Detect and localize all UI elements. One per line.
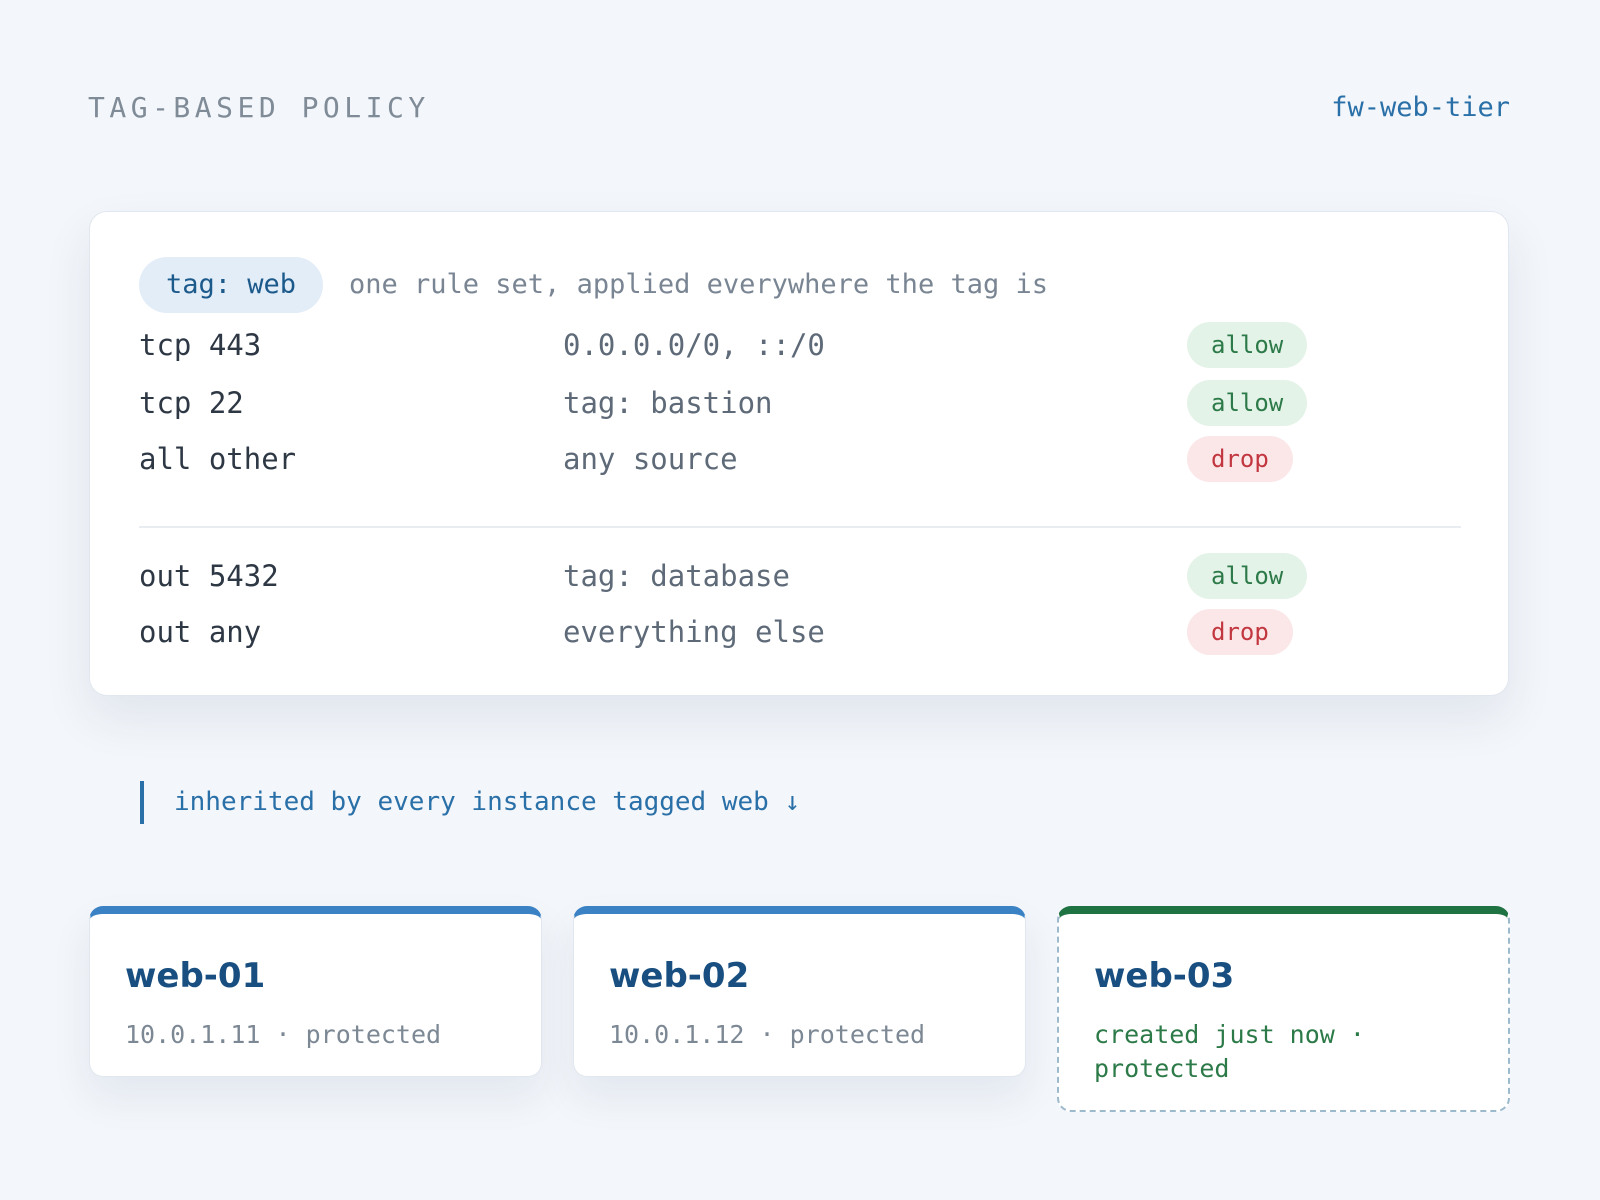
rule-source: tag: database	[563, 559, 790, 593]
action-badge-allow: allow	[1187, 553, 1308, 599]
rule-port: all other	[139, 442, 297, 476]
instance-card-web-02[interactable]: web-02 10.0.1.12 · protected	[573, 906, 1026, 1077]
inbound-rule-row[interactable]: tcp 22 tag: bastion allow	[139, 380, 1461, 426]
instance-meta: 10.0.1.11 · protected	[125, 1020, 442, 1049]
rule-source: any source	[563, 442, 738, 476]
inheritance-callout: inherited by every instance tagged web ↓	[140, 781, 800, 824]
instance-meta: 10.0.1.12 · protected	[609, 1020, 926, 1049]
instance-name: web-03	[1094, 956, 1235, 996]
action-badge-allow: allow	[1187, 380, 1308, 426]
action-badge-drop: drop	[1187, 609, 1293, 655]
rule-port: out 5432	[139, 559, 279, 593]
rule-port: tcp 22	[139, 386, 244, 420]
rule-divider	[139, 526, 1461, 528]
policy-description: one rule set, applied everywhere the tag…	[349, 269, 1048, 300]
inbound-rule-row[interactable]: all other any source drop	[139, 436, 1461, 482]
policy-card: tag: web one rule set, applied everywher…	[89, 211, 1509, 696]
rule-source: 0.0.0.0/0, ::/0	[563, 328, 825, 362]
instance-name: web-02	[609, 956, 750, 996]
page-title: TAG-BASED POLICY	[88, 91, 430, 124]
action-badge-allow: allow	[1187, 322, 1308, 368]
rule-port: tcp 443	[139, 328, 262, 362]
outbound-rule-row[interactable]: out 5432 tag: database allow	[139, 553, 1461, 599]
action-badge-drop: drop	[1187, 436, 1293, 482]
rule-source: everything else	[563, 615, 825, 649]
instance-card-web-03[interactable]: web-03 created just now · protected	[1057, 906, 1510, 1112]
policy-id-link[interactable]: fw-web-tier	[1331, 92, 1510, 123]
outbound-rule-row[interactable]: out any everything else drop	[139, 609, 1461, 655]
instance-meta: created just now · protected	[1094, 1020, 1365, 1083]
tag-web-badge[interactable]: tag: web	[139, 257, 324, 313]
rule-source: tag: bastion	[563, 386, 773, 420]
instance-card-web-01[interactable]: web-01 10.0.1.11 · protected	[89, 906, 542, 1077]
inbound-rule-row[interactable]: tcp 443 0.0.0.0/0, ::/0 allow	[139, 322, 1461, 368]
rule-port: out any	[139, 615, 262, 649]
instance-name: web-01	[125, 956, 266, 996]
